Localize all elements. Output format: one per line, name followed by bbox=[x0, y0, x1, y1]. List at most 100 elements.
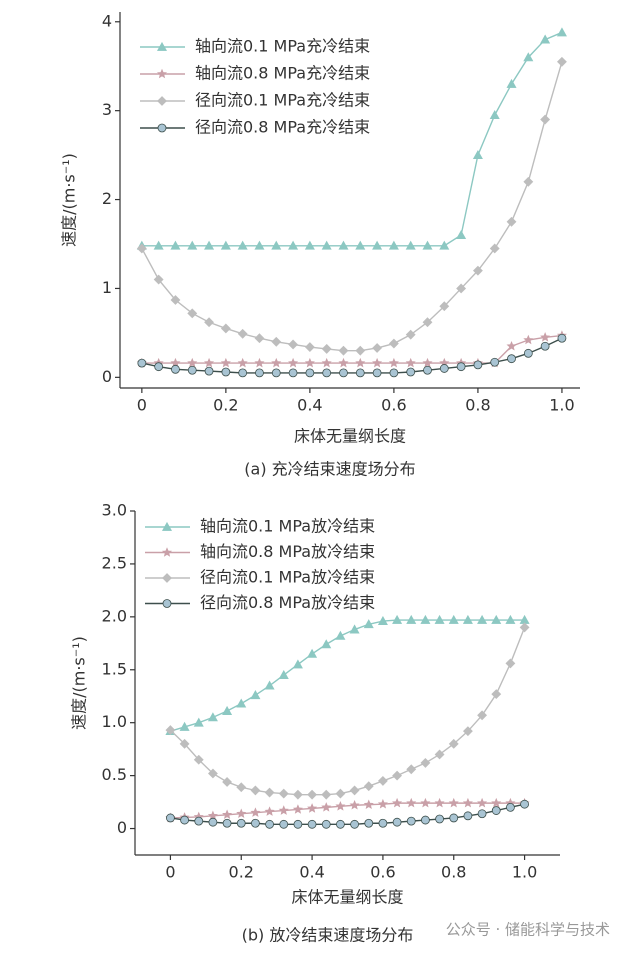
x-tick-label: 0.2 bbox=[213, 396, 238, 415]
marker bbox=[321, 802, 332, 812]
marker bbox=[378, 818, 388, 828]
marker bbox=[477, 809, 487, 819]
marker bbox=[377, 615, 388, 625]
marker bbox=[364, 818, 374, 828]
marker bbox=[540, 34, 551, 44]
marker bbox=[489, 109, 500, 120]
marker bbox=[321, 639, 332, 649]
marker bbox=[238, 368, 248, 378]
marker bbox=[193, 717, 204, 727]
marker bbox=[292, 659, 303, 669]
marker bbox=[540, 114, 551, 125]
marker bbox=[463, 811, 473, 821]
marker bbox=[439, 364, 449, 373]
marker bbox=[462, 614, 473, 624]
legend-label: 径向流0.1 MPa充冷结束 bbox=[195, 91, 370, 110]
marker bbox=[523, 52, 534, 62]
y-tick-label: 1.0 bbox=[102, 712, 127, 731]
marker bbox=[540, 341, 550, 351]
marker bbox=[322, 368, 332, 378]
x-tick-label: 0.4 bbox=[299, 863, 324, 882]
marker bbox=[321, 357, 332, 368]
marker bbox=[307, 819, 317, 829]
marker bbox=[187, 308, 198, 319]
marker bbox=[338, 345, 349, 356]
marker bbox=[307, 789, 318, 800]
legend-label: 轴向流0.8 MPa充冷结束 bbox=[195, 64, 370, 83]
legend-marker bbox=[161, 521, 173, 531]
x-tick-label: 0.2 bbox=[229, 863, 254, 882]
marker bbox=[339, 368, 348, 378]
legend-marker bbox=[162, 573, 172, 583]
legend-marker bbox=[157, 123, 167, 133]
marker bbox=[265, 819, 274, 829]
watermark: 公众号 · 储能科学与技术 bbox=[446, 921, 610, 939]
marker bbox=[264, 806, 275, 816]
marker bbox=[292, 804, 303, 814]
marker bbox=[523, 334, 534, 345]
marker bbox=[456, 283, 467, 294]
marker bbox=[363, 781, 374, 792]
marker bbox=[506, 216, 517, 227]
marker bbox=[293, 819, 303, 829]
x-tick-label: 0 bbox=[165, 863, 175, 882]
marker bbox=[193, 754, 204, 765]
marker bbox=[237, 240, 248, 250]
marker bbox=[338, 357, 349, 368]
marker bbox=[477, 797, 488, 808]
marker bbox=[434, 749, 445, 760]
y-tick-label: 1 bbox=[102, 278, 112, 297]
marker bbox=[207, 768, 218, 779]
marker bbox=[264, 680, 275, 690]
marker bbox=[335, 630, 346, 640]
marker bbox=[388, 240, 399, 250]
marker bbox=[236, 698, 247, 708]
marker bbox=[523, 176, 534, 187]
marker bbox=[372, 343, 383, 353]
marker bbox=[434, 614, 445, 624]
marker bbox=[355, 345, 366, 356]
marker bbox=[448, 797, 459, 808]
x-tick-label: 0.6 bbox=[370, 863, 395, 882]
marker bbox=[288, 357, 299, 368]
marker bbox=[251, 818, 260, 828]
y-tick-label: 0 bbox=[117, 818, 127, 837]
marker bbox=[336, 819, 345, 829]
marker bbox=[278, 669, 289, 679]
marker bbox=[136, 243, 147, 254]
marker bbox=[349, 785, 360, 796]
caption: (b) 放冷结束速度场分布 bbox=[242, 926, 414, 945]
marker bbox=[434, 797, 445, 808]
marker bbox=[406, 816, 416, 826]
legend-label: 轴向流0.8 MPa放冷结束 bbox=[200, 542, 375, 561]
marker bbox=[355, 368, 365, 378]
marker bbox=[321, 343, 332, 354]
marker bbox=[335, 788, 346, 799]
y-tick-label: 2 bbox=[102, 189, 112, 208]
marker bbox=[448, 614, 459, 624]
marker bbox=[406, 367, 416, 377]
caption: (a) 充冷结束速度场分布 bbox=[244, 460, 415, 479]
x-tick-label: 0.4 bbox=[297, 396, 322, 415]
series-line bbox=[141, 334, 563, 364]
marker bbox=[254, 333, 265, 344]
y-tick-label: 2.5 bbox=[102, 553, 127, 572]
marker bbox=[236, 818, 246, 828]
marker bbox=[170, 295, 181, 305]
marker bbox=[179, 721, 190, 731]
marker bbox=[377, 775, 388, 786]
marker bbox=[405, 357, 416, 368]
marker bbox=[523, 348, 533, 358]
legend-label: 径向流0.1 MPa放冷结束 bbox=[200, 568, 375, 587]
marker bbox=[349, 799, 360, 810]
marker bbox=[171, 364, 180, 374]
legend-label: 轴向流0.1 MPa放冷结束 bbox=[200, 517, 375, 536]
marker bbox=[165, 725, 176, 736]
marker bbox=[304, 240, 315, 250]
y-tick-label: 1.5 bbox=[102, 659, 127, 678]
marker bbox=[207, 712, 218, 722]
marker bbox=[389, 368, 399, 378]
marker bbox=[220, 240, 231, 250]
marker bbox=[321, 789, 332, 800]
x-tick-label: 0 bbox=[137, 396, 147, 415]
